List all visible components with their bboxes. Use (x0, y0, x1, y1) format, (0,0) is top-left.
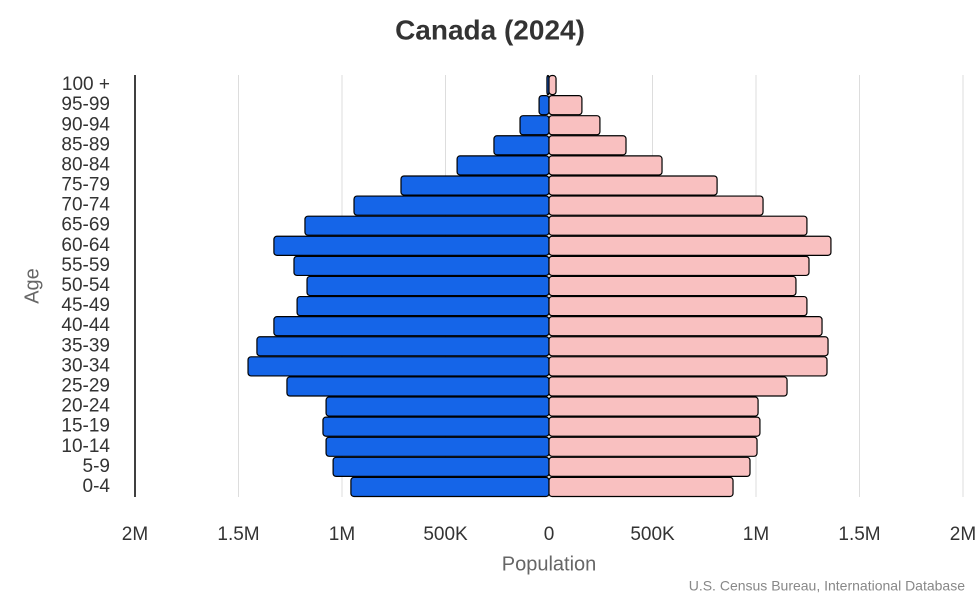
bar (400, 175, 550, 196)
bar (247, 356, 550, 377)
bar (548, 235, 832, 256)
y-tick-label: 40-44 (61, 315, 110, 336)
y-tick-label: 30-34 (61, 355, 110, 376)
bar (548, 436, 758, 457)
x-tick-label: 2M (950, 524, 976, 545)
y-tick-label: 10-14 (61, 436, 110, 457)
x-tick-label: 1.5M (838, 524, 880, 545)
y-tick-label: 20-24 (61, 396, 110, 417)
y-tick-label: 100 + (62, 74, 110, 95)
bar (325, 436, 550, 457)
source-note: U.S. Census Bureau, International Databa… (689, 578, 965, 594)
bar (548, 215, 808, 236)
bar (538, 94, 550, 116)
bar (256, 336, 550, 357)
bar (353, 195, 550, 216)
y-tick-label: 70-74 (61, 195, 110, 216)
bar (548, 135, 627, 156)
bar (293, 255, 550, 277)
bar (273, 316, 550, 337)
x-tick-label: 500K (423, 524, 468, 545)
bar (548, 376, 788, 397)
x-tick-label: 1M (743, 524, 769, 545)
bar (548, 275, 797, 297)
bar (519, 115, 550, 136)
bar (548, 416, 761, 437)
bar (306, 275, 550, 297)
bar (456, 155, 550, 176)
bar (548, 356, 828, 377)
y-tick-label: 80-84 (61, 154, 110, 175)
bar (548, 255, 810, 277)
chart-title: Canada (2024) (395, 14, 585, 45)
y-tick-label: 15-19 (61, 416, 110, 437)
x-axis-label: Population (502, 553, 597, 575)
bar (548, 295, 808, 317)
bar (548, 456, 751, 478)
x-tick-label: 1M (329, 524, 355, 545)
bar (493, 135, 550, 156)
bar (548, 316, 823, 337)
x-tick-label: 2M (122, 524, 148, 545)
bar (286, 376, 550, 397)
y-tick-label: 55-59 (61, 255, 110, 276)
bar (548, 74, 557, 96)
x-tick-label: 1.5M (217, 524, 259, 545)
bar (548, 476, 734, 498)
y-tick-label: 85-89 (61, 134, 110, 155)
y-tick-label: 65-69 (61, 215, 110, 236)
bar (296, 295, 550, 317)
bar (304, 215, 550, 236)
y-tick-label: 0-4 (83, 476, 111, 497)
bar (548, 336, 829, 357)
x-tick-label: 500K (630, 524, 675, 545)
y-tick-label: 90-94 (61, 114, 110, 135)
bar (548, 195, 764, 216)
bar (273, 235, 550, 256)
x-tick-label: 0 (544, 524, 555, 545)
y-tick-label: 35-39 (61, 335, 110, 356)
bar (322, 416, 550, 437)
bar (548, 175, 718, 196)
y-tick-label: 5-9 (83, 456, 110, 477)
y-tick-label: 45-49 (61, 295, 110, 316)
bar (548, 396, 759, 417)
bar (548, 155, 663, 176)
bar (548, 94, 583, 116)
bar (548, 115, 601, 136)
bar (332, 456, 550, 478)
y-tick-label: 95-99 (61, 94, 110, 115)
y-tick-label: 60-64 (61, 235, 110, 256)
y-tick-label: 75-79 (61, 175, 110, 196)
bar (350, 476, 550, 498)
y-axis-label: Age (21, 268, 43, 304)
bar (325, 396, 550, 417)
y-tick-label: 25-29 (61, 375, 110, 396)
y-tick-label: 50-54 (61, 275, 110, 296)
